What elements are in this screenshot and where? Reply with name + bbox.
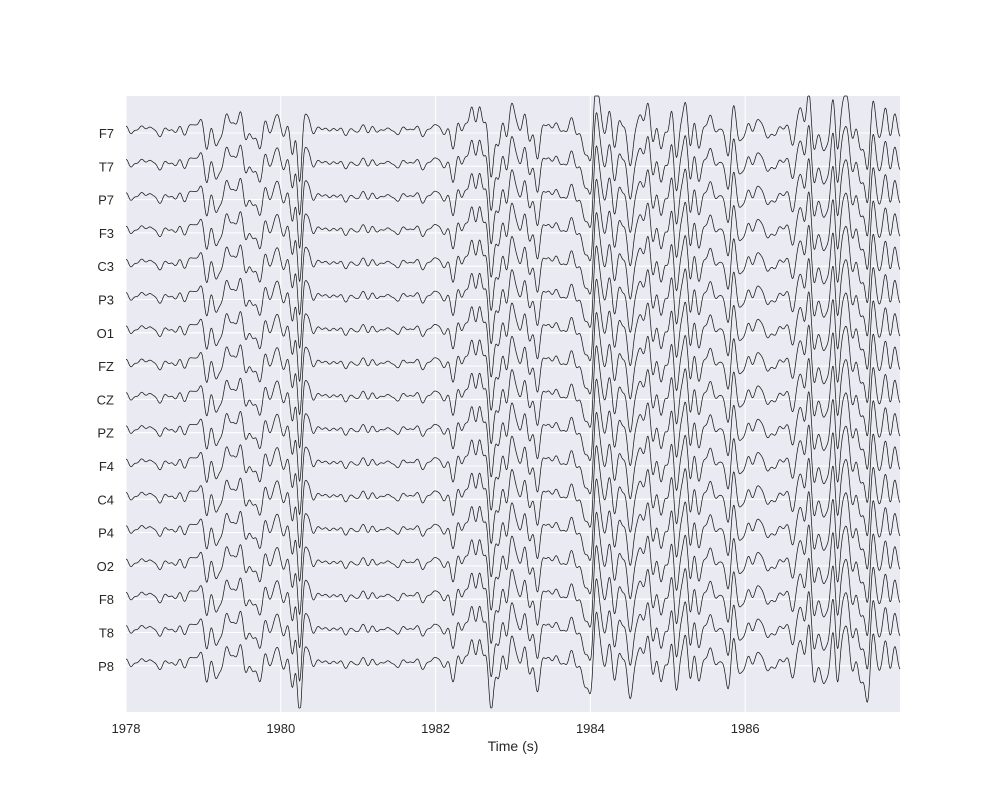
channel-trace <box>126 411 901 515</box>
channel-label: F7 <box>99 126 114 141</box>
channel-trace <box>126 378 901 482</box>
channel-trace <box>126 578 901 682</box>
channel-label: P8 <box>98 659 114 674</box>
x-tick-label: 1984 <box>576 721 605 736</box>
channel-label: T7 <box>99 159 114 174</box>
channel-labels: F7 T7 P7 F3 C3 P3 O1 FZ CZ PZ F4 C4 P4 O2 F8 T8 P8 <box>97 126 114 674</box>
channel-trace <box>126 145 901 249</box>
channel-trace <box>126 611 901 709</box>
x-tick-label: 1982 <box>421 721 450 736</box>
channel-label: C3 <box>97 259 114 274</box>
channel-label: P4 <box>98 526 114 541</box>
channel-label: O2 <box>97 559 114 574</box>
x-tick-labels: 1978 1980 1982 1984 1986 <box>112 721 760 736</box>
channel-label: P3 <box>98 293 114 308</box>
channel-label: F3 <box>99 226 114 241</box>
channel-trace <box>126 511 901 615</box>
channel-label: T8 <box>99 626 114 641</box>
channel-label: P7 <box>98 193 114 208</box>
channel-label: O1 <box>97 326 114 341</box>
channel-trace <box>126 212 901 316</box>
x-tick-label: 1978 <box>112 721 141 736</box>
channel-label: FZ <box>98 359 114 374</box>
channel-trace <box>126 178 901 282</box>
traces <box>126 95 901 709</box>
channel-label: F4 <box>99 459 114 474</box>
channel-trace <box>126 112 901 216</box>
channel-trace <box>126 312 901 416</box>
channel-trace <box>126 478 901 582</box>
channel-trace <box>126 445 901 549</box>
channel-trace <box>126 245 901 349</box>
grid-lines <box>125 96 900 712</box>
channel-trace <box>126 545 901 649</box>
channel-trace <box>126 345 901 449</box>
channel-label: F8 <box>99 592 114 607</box>
x-axis-label: Time (s) <box>488 738 539 754</box>
channel-label: C4 <box>97 492 114 507</box>
x-tick-label: 1986 <box>731 721 760 736</box>
channel-trace <box>126 95 901 182</box>
channel-label: CZ <box>97 392 114 407</box>
channel-label: PZ <box>97 426 114 441</box>
x-tick-label: 1980 <box>266 721 295 736</box>
channel-trace <box>126 278 901 382</box>
